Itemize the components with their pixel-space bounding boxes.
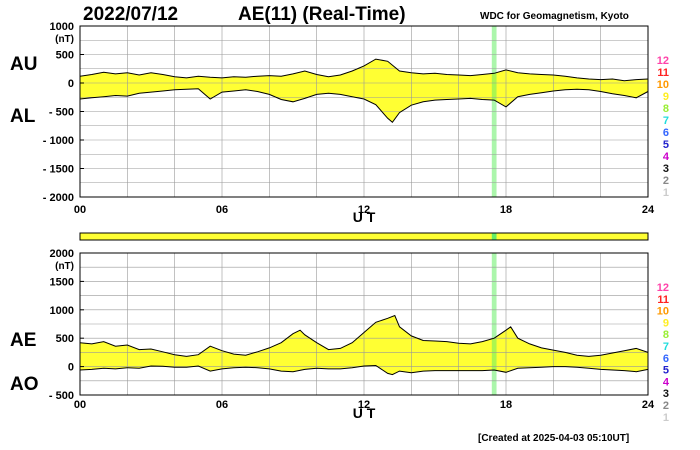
- x-tick-label: 06: [216, 204, 228, 216]
- level-legend-4: 4: [663, 376, 670, 388]
- y-tick-label: - 500: [49, 390, 74, 402]
- y-tick-label: - 500: [49, 107, 74, 119]
- series-line-au: [79, 58, 649, 82]
- header-date: 2022/07/12: [83, 4, 179, 25]
- y-tick-label: 0: [68, 78, 74, 90]
- level-legend-4: 4: [663, 151, 670, 163]
- x-tick-label: 24: [642, 399, 655, 411]
- y-tick-label: 1000: [50, 305, 74, 317]
- plot-frame: [79, 252, 649, 396]
- level-legend-2: 2: [663, 175, 669, 187]
- y-tick-label: 2000: [50, 248, 74, 260]
- series-label-ae: AE: [10, 330, 36, 351]
- created-timestamp: [Created at 2025-04-03 05:10UT]: [478, 433, 630, 444]
- series-label-al: AL: [10, 106, 36, 127]
- x-axis-label: U T: [353, 209, 376, 225]
- y-tick-label: - 2000: [43, 192, 74, 204]
- level-legend-10: 10: [657, 306, 669, 318]
- y-tick-label: 0: [68, 362, 74, 374]
- level-legend-11: 11: [657, 67, 669, 79]
- status-bar-highlight: [491, 233, 497, 240]
- x-tick-label: 12: [358, 204, 370, 216]
- y-tick-label: - 1000: [43, 135, 74, 147]
- series-line-ao: [79, 364, 649, 376]
- level-legend-1: 1: [663, 412, 669, 424]
- y-unit-label: (nT): [55, 261, 74, 272]
- chart-title: AE(11) (Real-Time): [238, 4, 406, 25]
- level-legend-3: 3: [663, 163, 669, 175]
- level-legend-1: 1: [663, 187, 669, 199]
- level-legend-2: 2: [663, 400, 669, 412]
- source-label: WDC for Geomagnetism, Kyoto: [480, 11, 629, 22]
- level-legend-5: 5: [663, 365, 669, 377]
- level-legend-10: 10: [657, 79, 669, 91]
- y-tick-label: - 1500: [43, 164, 74, 176]
- x-tick-label: 06: [216, 399, 228, 411]
- level-legend-12: 12: [657, 55, 669, 67]
- x-tick-label: 24: [642, 204, 655, 216]
- x-tick-label: 00: [74, 204, 86, 216]
- y-tick-label: 500: [56, 333, 74, 345]
- series-label-au: AU: [10, 54, 37, 75]
- x-tick-label: 18: [500, 204, 512, 216]
- level-legend-8: 8: [663, 329, 669, 341]
- x-tick-label: 00: [74, 399, 86, 411]
- y-unit-label: (nT): [55, 34, 74, 45]
- level-legend-6: 6: [663, 127, 669, 139]
- series-line-al: [79, 88, 649, 124]
- level-legend-5: 5: [663, 139, 669, 151]
- level-legend-3: 3: [663, 388, 669, 400]
- level-legend-11: 11: [657, 294, 669, 306]
- level-legend-9: 9: [663, 91, 669, 103]
- series-line-ae: [79, 314, 649, 357]
- level-legend-9: 9: [663, 317, 669, 329]
- level-legend-12: 12: [657, 282, 669, 294]
- x-tick-label: 18: [500, 399, 512, 411]
- level-legend-8: 8: [663, 103, 669, 115]
- level-legend-7: 7: [663, 341, 669, 353]
- x-tick-label: 12: [358, 399, 370, 411]
- status-bar: [79, 232, 649, 241]
- level-legend-6: 6: [663, 353, 669, 365]
- y-tick-label: 500: [56, 50, 74, 62]
- x-axis-label: U T: [353, 405, 376, 421]
- y-tick-label: 1500: [50, 276, 74, 288]
- series-label-ao: AO: [10, 374, 39, 395]
- level-legend-7: 7: [663, 115, 669, 127]
- y-tick-label: 1000: [50, 21, 74, 33]
